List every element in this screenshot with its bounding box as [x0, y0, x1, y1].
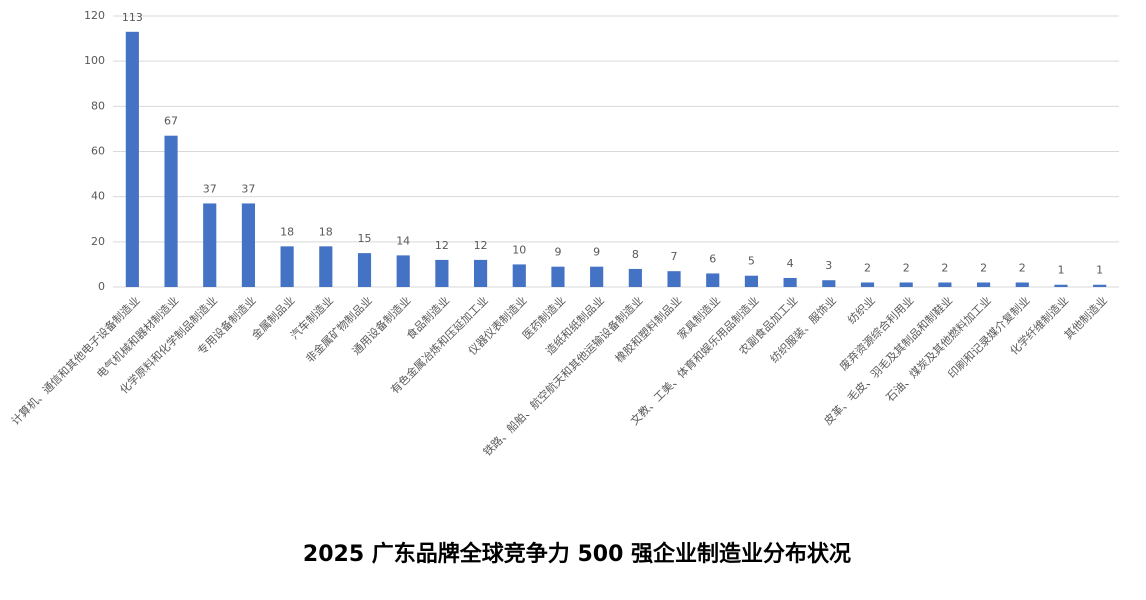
value-label: 9 [554, 246, 561, 259]
bar [590, 266, 604, 287]
y-tick-label: 40 [91, 190, 105, 203]
bar [551, 266, 565, 287]
x-tick-label: 橡胶和塑料制品业 [612, 293, 684, 365]
x-tick-label: 纺织业 [845, 293, 878, 326]
bar [628, 268, 642, 287]
bar [241, 203, 256, 287]
bar [667, 271, 681, 287]
value-label: 10 [512, 243, 526, 256]
value-label: 37 [241, 182, 255, 195]
bar [473, 259, 488, 287]
bar [357, 253, 372, 287]
value-label: 7 [671, 250, 678, 263]
value-label: 12 [435, 239, 449, 252]
bar [860, 282, 875, 287]
value-label: 5 [748, 255, 755, 268]
y-tick-label: 0 [98, 280, 105, 293]
value-label: 1 [1057, 264, 1064, 277]
bar [938, 282, 952, 287]
value-label: 3 [825, 259, 832, 272]
y-tick-label: 60 [91, 145, 105, 158]
bar [512, 264, 526, 287]
value-label: 18 [280, 225, 294, 238]
bar [783, 277, 797, 287]
bar [1015, 282, 1029, 287]
y-tick-label: 120 [84, 9, 105, 22]
value-label: 67 [164, 115, 178, 128]
value-label: 37 [203, 182, 217, 195]
bar [396, 255, 410, 287]
value-label: 4 [787, 257, 794, 270]
bar [899, 282, 913, 287]
value-label: 113 [122, 11, 143, 24]
value-label: 8 [632, 248, 639, 261]
bar [1093, 284, 1107, 287]
y-tick-label: 80 [91, 99, 105, 112]
value-label: 2 [941, 261, 948, 274]
bar [1054, 284, 1068, 287]
value-label: 9 [593, 246, 600, 259]
bar [435, 259, 449, 287]
bar [822, 280, 836, 287]
bar [203, 203, 217, 287]
bar [280, 246, 294, 287]
value-label: 1 [1096, 264, 1103, 277]
chart-title: 2025 广东品牌全球竞争力 500 强企业制造业分布状况 [303, 541, 851, 567]
bar [976, 282, 991, 287]
value-label: 14 [396, 234, 410, 247]
bar [706, 273, 720, 287]
value-label: 2 [980, 261, 987, 274]
y-tick-label: 20 [91, 235, 105, 248]
value-label: 15 [358, 232, 372, 245]
bar [125, 31, 139, 287]
bar [164, 135, 178, 287]
bar [319, 246, 333, 287]
value-label: 18 [319, 225, 333, 238]
value-label: 2 [1019, 261, 1026, 274]
value-label: 2 [864, 261, 871, 274]
x-tick-label: 废弃资源综合利用业 [837, 293, 917, 373]
bar [744, 275, 759, 287]
value-label: 12 [474, 239, 488, 252]
y-tick-label: 100 [84, 54, 105, 67]
x-tick-label: 非金属矿物制品业 [303, 293, 375, 365]
value-label: 2 [903, 261, 910, 274]
x-tick-label: 纺织服装、服饰业 [767, 293, 839, 365]
value-label: 6 [709, 252, 716, 265]
